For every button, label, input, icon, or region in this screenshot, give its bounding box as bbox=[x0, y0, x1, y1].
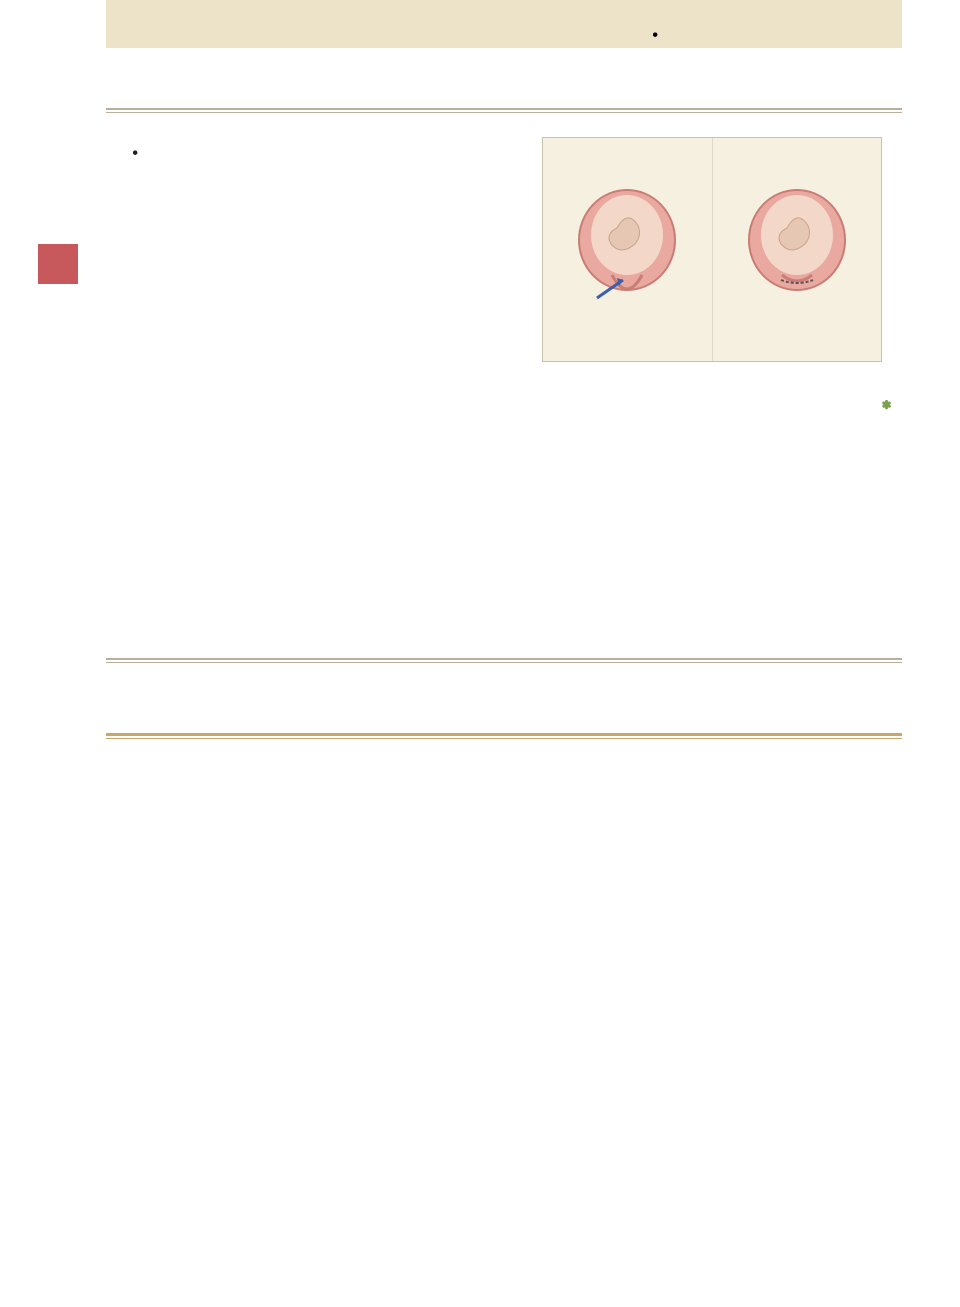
figure-image bbox=[542, 137, 882, 362]
section-rule bbox=[106, 658, 902, 663]
page-number-badge bbox=[38, 244, 78, 284]
top-col-1 bbox=[128, 20, 360, 22]
top-info-box bbox=[106, 0, 902, 48]
section-body-left bbox=[106, 137, 524, 157]
figure-panel-right bbox=[712, 138, 882, 361]
figure-column bbox=[542, 137, 902, 392]
uterus-cerclage-icon bbox=[737, 180, 857, 320]
adam-logo bbox=[881, 398, 894, 414]
uterus-illustration-icon bbox=[567, 180, 687, 320]
section-rule bbox=[106, 108, 902, 113]
section-annan-behandling bbox=[106, 102, 902, 392]
page-footer bbox=[106, 739, 902, 773]
top-col-3 bbox=[648, 20, 880, 22]
figure-panel-left bbox=[543, 138, 712, 361]
top-col-2 bbox=[388, 20, 620, 22]
section-referenser bbox=[106, 652, 902, 663]
